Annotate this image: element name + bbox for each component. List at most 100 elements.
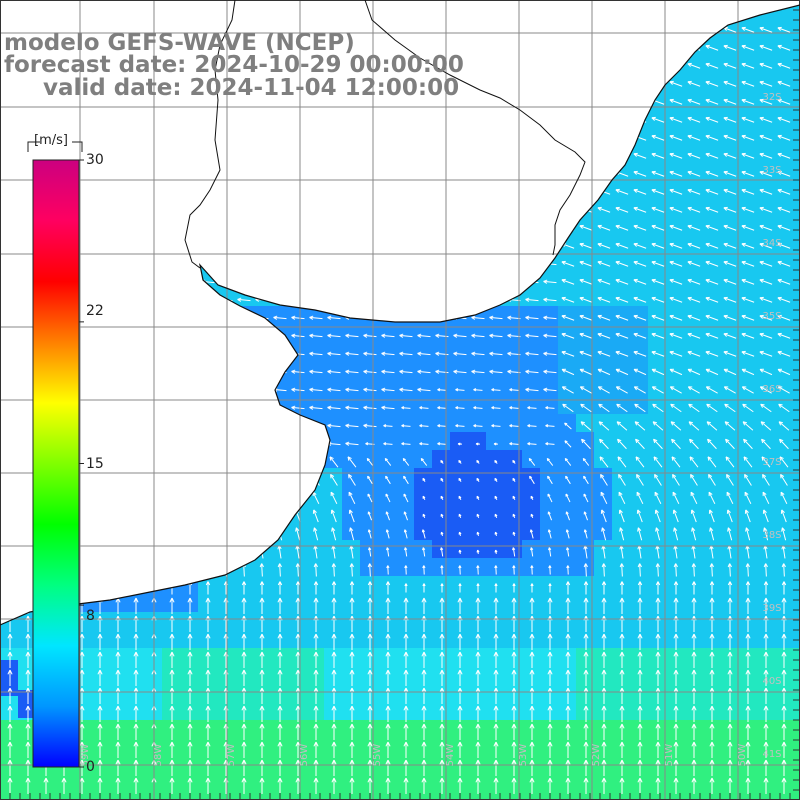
ocean-cell <box>162 702 180 720</box>
ocean-cell <box>684 738 702 756</box>
wave-arrow <box>309 351 323 356</box>
latitude-label: 37S <box>762 457 781 468</box>
wave-arrow <box>564 440 572 448</box>
wave-arrow <box>741 386 754 394</box>
ocean-cell <box>414 342 432 360</box>
ocean-cell <box>486 702 504 720</box>
ocean-cell <box>234 648 252 666</box>
ocean-cell <box>720 666 738 684</box>
ocean-cell <box>792 684 800 702</box>
wave-arrow <box>705 242 719 249</box>
wave-arrow <box>291 405 305 410</box>
wave-arrow <box>381 369 395 374</box>
ocean-cell <box>648 702 666 720</box>
ocean-cell <box>144 666 162 684</box>
ocean-cell <box>324 684 342 702</box>
ocean-cell <box>162 792 180 800</box>
ocean-cell <box>252 792 270 800</box>
ocean-cell <box>756 792 774 800</box>
wave-arrow <box>741 188 755 195</box>
wave-arrow <box>455 424 465 428</box>
wave-arrow <box>706 403 718 413</box>
ocean-cell <box>396 342 414 360</box>
wave-arrow <box>273 315 287 320</box>
wave-arrow <box>705 152 719 159</box>
wave-arrow <box>687 224 701 231</box>
ocean-cell <box>774 720 792 738</box>
ocean-cell <box>432 792 450 800</box>
wave-arrow <box>419 424 429 428</box>
ocean-cell <box>72 774 90 792</box>
wave-arrow <box>687 242 701 249</box>
wave-arrow <box>345 423 359 428</box>
ocean-cell <box>450 432 468 450</box>
ocean-cell <box>522 432 540 450</box>
ocean-cell <box>450 378 468 396</box>
ocean-cell <box>252 684 270 702</box>
ocean-cell <box>414 702 432 720</box>
wave-arrow <box>561 386 574 394</box>
ocean-cell <box>180 792 198 800</box>
wave-arrow <box>545 442 555 446</box>
ocean-cell <box>666 648 684 666</box>
wave-arrow <box>669 206 683 213</box>
ocean-cell <box>126 684 144 702</box>
ocean-cell <box>450 720 468 738</box>
wave-arrow <box>705 332 719 339</box>
ocean-cell <box>612 774 630 792</box>
ocean-cell <box>432 450 450 468</box>
ocean-cell <box>630 720 648 738</box>
wave-arrow <box>291 369 305 374</box>
ocean-cell <box>396 720 414 738</box>
ocean-cell <box>576 666 594 684</box>
ocean-cell <box>306 792 324 800</box>
ocean-cell <box>108 792 126 800</box>
ocean-cell <box>504 774 522 792</box>
ocean-cell <box>504 522 522 540</box>
ocean-cell <box>468 792 486 800</box>
wave-arrow <box>759 368 773 376</box>
latitude-label: 36S <box>762 384 781 395</box>
ocean-cell <box>666 738 684 756</box>
ocean-cell <box>540 648 558 666</box>
ocean-cell <box>396 324 414 342</box>
wave-arrow <box>437 424 447 428</box>
wave-arrow <box>777 188 791 195</box>
wave-arrow <box>491 424 501 428</box>
ocean-cell <box>486 738 504 756</box>
ocean-cell <box>450 486 468 504</box>
ocean-cell <box>558 702 576 720</box>
wave-arrow <box>669 116 683 123</box>
ocean-cell <box>234 684 252 702</box>
ocean-cell <box>486 450 504 468</box>
ocean-cell <box>450 360 468 378</box>
ocean-cell <box>378 648 396 666</box>
wave-arrow <box>687 314 701 321</box>
wave-arrow <box>579 296 593 303</box>
ocean-cell <box>702 684 720 702</box>
ocean-cell <box>18 720 36 738</box>
ocean-cell <box>324 702 342 720</box>
ocean-cell <box>216 792 234 800</box>
ocean-cell <box>540 702 558 720</box>
ocean-cell <box>522 702 540 720</box>
ocean-cell <box>468 648 486 666</box>
ocean-cell <box>378 378 396 396</box>
ocean-cell <box>504 486 522 504</box>
wave-arrow <box>652 403 664 413</box>
ocean-cell <box>18 774 36 792</box>
ocean-cell <box>540 684 558 702</box>
wave-arrow <box>687 188 701 195</box>
ocean-cell <box>180 594 198 612</box>
valid-date: valid date: 2024-11-04 12:00:00 <box>43 75 460 101</box>
ocean-cell <box>486 468 504 486</box>
wave-arrow <box>345 405 359 410</box>
wave-arrow <box>671 438 681 450</box>
ocean-cell <box>342 378 360 396</box>
wave-arrow <box>741 278 755 285</box>
wave-arrow <box>777 386 790 394</box>
ocean-cell <box>432 486 450 504</box>
wave-arrow <box>440 477 444 482</box>
ocean-cell <box>540 738 558 756</box>
wave-arrow <box>688 403 700 413</box>
